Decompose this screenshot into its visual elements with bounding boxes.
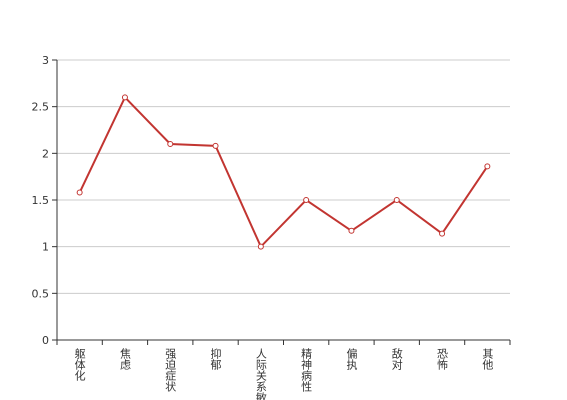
x-tick-label: 精神病性	[300, 348, 313, 393]
point	[484, 163, 491, 170]
point	[439, 230, 446, 237]
x-tick-label: 敌对	[390, 347, 403, 370]
x-tick-label: 偏执	[345, 347, 358, 371]
x-tick-label: 强迫症状	[164, 348, 177, 392]
point	[121, 94, 128, 101]
x-tick-label: 其他	[481, 348, 494, 370]
y-tick-label: 0.5	[32, 287, 50, 300]
point	[167, 141, 174, 147]
line	[78, 95, 489, 249]
y-tick-label: 2.5	[32, 101, 50, 114]
x-tick-label: 躯体化	[73, 348, 86, 382]
y-tick-label: 1.5	[32, 194, 50, 207]
point	[212, 142, 219, 149]
x-tick-label: 焦虑	[118, 348, 131, 370]
x-tick-label: 恐怖	[436, 348, 449, 370]
point	[348, 227, 355, 234]
y-tick-label: 2	[42, 147, 49, 160]
y-tick-label: 3	[42, 54, 49, 67]
y-tick-label: 0	[42, 334, 49, 347]
point	[393, 197, 400, 203]
x-tick-label: 抑郁	[209, 347, 222, 370]
point	[76, 189, 83, 196]
y-tick-label: 1	[42, 241, 49, 254]
point	[303, 197, 310, 203]
point	[257, 243, 264, 250]
x-tick-label: 人际关系敏感	[254, 348, 267, 400]
